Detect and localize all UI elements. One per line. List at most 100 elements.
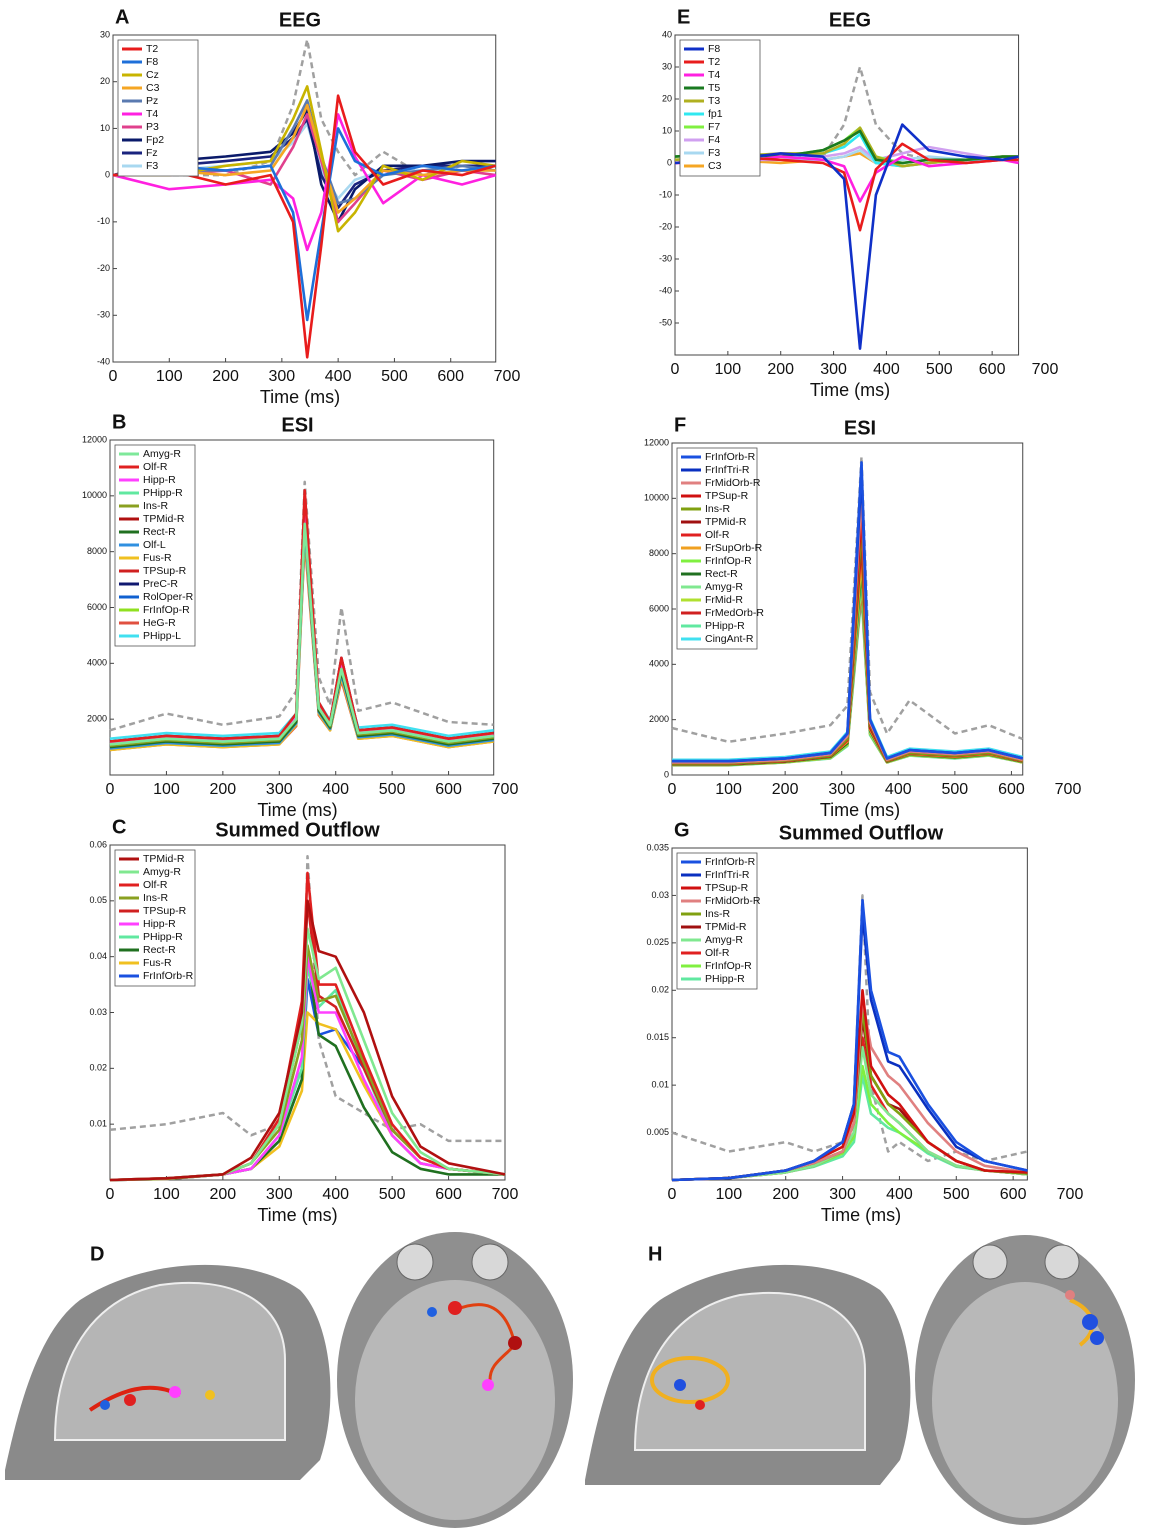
x-tick-label: 100 [716, 1186, 743, 1203]
x-axis-label: Time (ms) [257, 1205, 337, 1225]
node [169, 1386, 181, 1398]
legend-label: P3 [146, 121, 159, 133]
legend-label: Rect-R [143, 944, 176, 956]
x-tick-label: 100 [715, 781, 742, 798]
legend-label: F3 [708, 147, 720, 159]
legend-label: T2 [708, 56, 720, 68]
legend-label: Ins-R [705, 908, 731, 920]
x-tick-label: 300 [828, 781, 855, 798]
legend-label: FrInfOrb-R [143, 970, 194, 982]
eye [472, 1244, 508, 1280]
x-tick-label: 200 [772, 1186, 799, 1203]
y-tick-label: 30 [662, 61, 672, 71]
legend-label: FrSupOrb-R [705, 542, 763, 554]
chart-title: ESI [844, 417, 876, 439]
x-tick-label: 500 [381, 368, 408, 385]
y-tick-label: -40 [659, 285, 672, 295]
x-tick-label: 600 [435, 781, 462, 798]
y-tick-label: -30 [97, 310, 110, 320]
x-axis-label: Time (ms) [260, 387, 340, 407]
x-tick-label: 400 [886, 1186, 913, 1203]
y-tick-label: 10000 [644, 493, 669, 503]
x-tick-label: 0 [106, 781, 115, 798]
legend-label: FrInfOp-R [143, 604, 190, 616]
chart: 2000400060008000100001200001002003004005… [82, 411, 518, 819]
legend-label: TPMid-R [143, 853, 185, 865]
x-tick-label: 200 [772, 781, 799, 798]
x-tick-label: 300 [266, 1186, 293, 1203]
x-tick-label: 100 [156, 368, 183, 385]
x-tick-label: 500 [379, 781, 406, 798]
eye [1045, 1245, 1079, 1279]
legend-label: TPSup-R [705, 490, 749, 502]
node [427, 1307, 437, 1317]
y-tick-label: 0.03 [651, 890, 669, 900]
y-tick-label: -20 [97, 263, 110, 273]
y-tick-label: 0.01 [89, 1119, 107, 1129]
node [205, 1390, 215, 1400]
legend-label: Ins-R [143, 892, 169, 904]
y-tick-label: 0.015 [646, 1032, 669, 1042]
node [482, 1379, 494, 1391]
y-tick-label: 40 [662, 29, 672, 39]
legend-label: FrInfOp-R [705, 960, 752, 972]
y-tick-label: 0.01 [651, 1080, 669, 1090]
legend-label: TPMid-R [143, 513, 185, 525]
y-tick-label: 0.025 [646, 937, 669, 947]
legend-label: F4 [708, 134, 720, 146]
x-tick-label: 200 [210, 781, 237, 798]
y-tick-label: -30 [659, 253, 672, 263]
legend-label: PHipp-R [143, 931, 183, 943]
y-tick-label: 0.035 [646, 842, 669, 852]
x-tick-label: 0 [671, 361, 680, 378]
y-tick-label: -40 [97, 356, 110, 366]
legend-label: Pz [146, 95, 158, 107]
node [1082, 1314, 1098, 1330]
brain-panel-h [585, 1235, 1135, 1525]
legend-label: TPSup-R [143, 905, 187, 917]
legend-label: FrMidOrb-R [705, 895, 761, 907]
panel-letter: H [648, 1243, 662, 1265]
legend-label: T4 [708, 69, 720, 81]
legend-label: Ins-R [705, 503, 731, 515]
x-axis-label: Time (ms) [810, 380, 890, 400]
legend-label: HeG-R [143, 617, 176, 629]
x-tick-label: 500 [942, 781, 969, 798]
x-tick-label: 700 [494, 368, 521, 385]
chart: 0200040006000800010000120000100200300400… [644, 414, 1081, 819]
eye [973, 1245, 1007, 1279]
legend-label: Amyg-R [705, 581, 743, 593]
x-tick-label: 400 [322, 1186, 349, 1203]
y-tick-label: 12000 [82, 434, 107, 444]
x-tick-label: 100 [153, 1186, 180, 1203]
panel-letter: F [674, 414, 686, 436]
node [124, 1394, 136, 1406]
legend-label: C3 [146, 82, 160, 94]
node [100, 1400, 110, 1410]
y-tick-label: 0 [105, 170, 110, 180]
y-tick-label: 6000 [87, 602, 107, 612]
legend-label: Rect-R [143, 526, 176, 538]
legend-label: FrInfOrb-R [705, 451, 756, 463]
legend-label: Hipp-R [143, 474, 176, 486]
legend-label: Olf-R [705, 947, 730, 959]
x-axis-label: Time (ms) [820, 800, 900, 820]
chart: -50-40-30-20-100102030400100200300400500… [659, 6, 1058, 399]
eye [397, 1244, 433, 1280]
figure: D H -40-30-20-10010203001002003004005006… [0, 0, 1153, 1535]
y-tick-label: 4000 [649, 659, 669, 669]
legend-label: C3 [708, 160, 722, 172]
legend-label: T2 [146, 43, 158, 55]
legend-label: PreC-R [143, 578, 178, 590]
legend-label: FrInfTri-R [705, 869, 750, 881]
x-tick-label: 700 [492, 781, 519, 798]
legend-label: FrInfOp-R [705, 555, 752, 567]
legend-label: Amyg-R [143, 866, 181, 878]
node [674, 1379, 686, 1391]
y-tick-label: 0.02 [651, 985, 669, 995]
x-tick-label: 500 [943, 1186, 970, 1203]
legend-label: TPMid-R [705, 921, 747, 933]
node [508, 1336, 522, 1350]
